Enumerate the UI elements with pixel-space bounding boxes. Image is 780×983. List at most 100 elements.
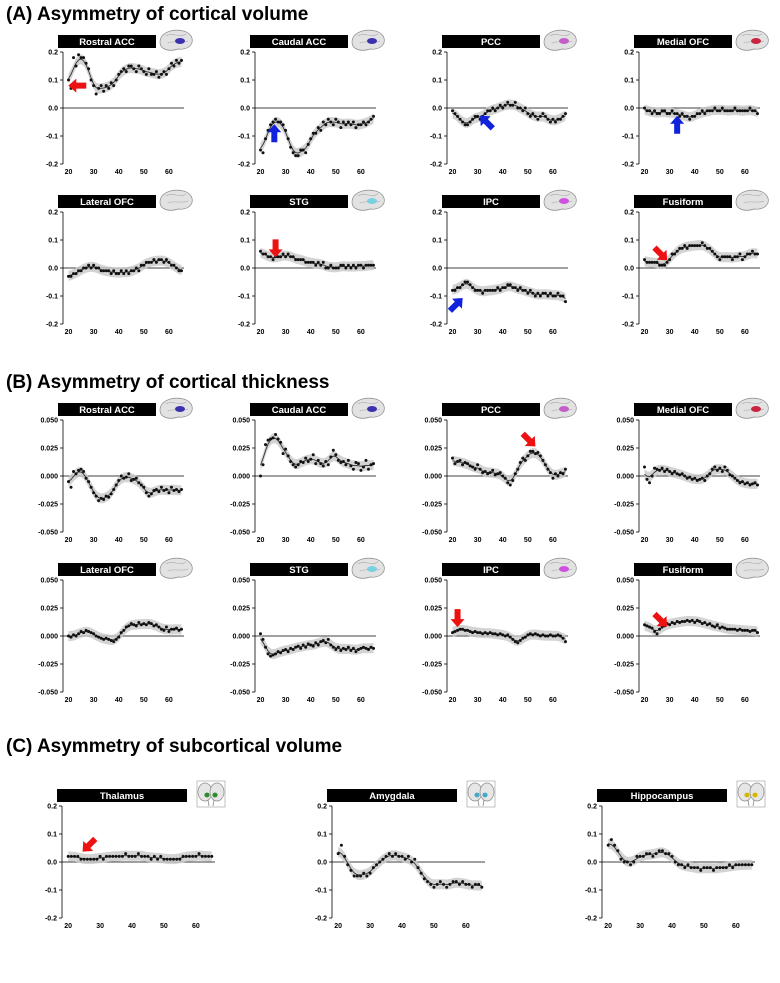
y-tick-label: 0.1 bbox=[432, 238, 442, 245]
data-point bbox=[72, 633, 76, 637]
data-point bbox=[99, 269, 103, 273]
data-point bbox=[538, 114, 542, 118]
confidence-band bbox=[644, 240, 758, 270]
x-tick-label: 20 bbox=[65, 169, 73, 176]
data-point bbox=[523, 635, 527, 639]
data-point bbox=[143, 854, 147, 858]
y-tick-label: -0.025 bbox=[614, 502, 634, 509]
data-point bbox=[346, 263, 350, 267]
data-point bbox=[319, 128, 323, 132]
data-point bbox=[506, 633, 510, 637]
data-point bbox=[516, 106, 520, 110]
x-tick-label: 60 bbox=[741, 169, 749, 176]
data-point bbox=[648, 625, 652, 629]
data-point bbox=[289, 145, 293, 149]
data-point bbox=[169, 627, 173, 631]
data-point bbox=[727, 863, 731, 867]
data-point bbox=[556, 633, 560, 637]
data-point bbox=[316, 458, 320, 462]
data-point bbox=[92, 491, 96, 495]
y-tick-label: 0.000 bbox=[40, 634, 58, 641]
data-point bbox=[748, 483, 752, 487]
data-point bbox=[471, 117, 475, 121]
data-point bbox=[269, 255, 273, 259]
confidence-band bbox=[260, 633, 374, 660]
x-tick-label: 30 bbox=[96, 923, 104, 930]
x-tick-label: 60 bbox=[165, 329, 173, 336]
brain-lateral-icon bbox=[735, 189, 769, 211]
data-point bbox=[673, 860, 677, 864]
data-point bbox=[453, 112, 457, 116]
data-point bbox=[351, 467, 355, 471]
data-point bbox=[676, 863, 680, 867]
data-point bbox=[553, 634, 557, 638]
data-point bbox=[731, 866, 735, 870]
data-point bbox=[663, 470, 667, 474]
data-point bbox=[172, 263, 176, 267]
data-point bbox=[104, 84, 108, 88]
data-point bbox=[470, 885, 474, 889]
data-point bbox=[753, 252, 757, 256]
data-point bbox=[680, 246, 684, 250]
data-point bbox=[721, 866, 725, 870]
data-point bbox=[147, 494, 151, 498]
panel-title-bar bbox=[442, 563, 540, 576]
data-point bbox=[344, 266, 348, 270]
data-point bbox=[625, 860, 629, 864]
data-point bbox=[511, 286, 515, 290]
data-point bbox=[132, 623, 136, 627]
x-tick-label: 50 bbox=[140, 329, 148, 336]
data-point bbox=[468, 283, 472, 287]
data-point bbox=[483, 288, 487, 292]
brainstem bbox=[477, 799, 485, 807]
panel-title-bar bbox=[250, 35, 348, 48]
data-point bbox=[486, 472, 490, 476]
data-point bbox=[737, 863, 741, 867]
data-point bbox=[740, 628, 744, 632]
data-point bbox=[329, 455, 333, 459]
data-point bbox=[678, 473, 682, 477]
panel-c-amygdala: Amygdala 0.2 0.1 0.0 -0.1 -0.2 20 30 40 50 60 bbox=[315, 780, 496, 930]
data-point bbox=[743, 628, 747, 632]
data-point bbox=[294, 258, 298, 262]
data-point bbox=[665, 467, 669, 471]
data-point bbox=[122, 272, 126, 276]
x-tick-label: 20 bbox=[65, 537, 73, 544]
panel-title-bar bbox=[250, 195, 348, 208]
data-point bbox=[750, 109, 754, 113]
data-point bbox=[725, 468, 729, 472]
data-point bbox=[329, 120, 333, 124]
y-tick-label: -0.1 bbox=[622, 294, 634, 301]
data-point bbox=[301, 461, 305, 465]
panel-a-ipc: IPC 0.2 0.1 0.0 -0.1 -0.2 20 30 40 50 60 bbox=[430, 189, 577, 336]
data-point bbox=[356, 123, 360, 127]
data-point bbox=[708, 622, 712, 626]
data-point bbox=[364, 458, 368, 462]
data-point bbox=[107, 637, 111, 641]
data-point bbox=[675, 112, 679, 116]
data-point bbox=[480, 885, 484, 889]
data-point bbox=[651, 854, 655, 858]
y-tick-label: 0.000 bbox=[232, 634, 250, 641]
data-point bbox=[331, 448, 335, 452]
data-point bbox=[491, 288, 495, 292]
data-point bbox=[429, 882, 433, 886]
data-point bbox=[478, 631, 482, 635]
y-tick-label: -0.050 bbox=[230, 530, 250, 537]
panel-title-bar bbox=[442, 403, 540, 416]
data-point bbox=[334, 453, 338, 457]
x-tick-label: 50 bbox=[332, 697, 340, 704]
data-point bbox=[528, 288, 532, 292]
data-point bbox=[740, 480, 744, 484]
x-tick-label: 20 bbox=[449, 169, 457, 176]
data-point bbox=[339, 843, 343, 847]
x-tick-label: 20 bbox=[641, 537, 649, 544]
data-point bbox=[488, 631, 492, 635]
data-point bbox=[346, 863, 350, 867]
data-point bbox=[261, 151, 265, 155]
data-point bbox=[314, 263, 318, 267]
fit-line bbox=[337, 851, 482, 887]
data-point bbox=[77, 632, 81, 636]
data-point bbox=[710, 109, 714, 113]
data-point bbox=[738, 252, 742, 256]
